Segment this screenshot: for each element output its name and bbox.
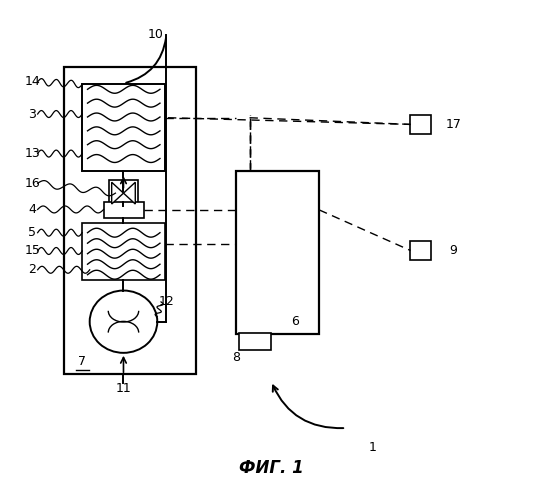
Text: 12: 12	[158, 296, 175, 308]
Text: 9: 9	[449, 244, 457, 257]
Bar	[82, 223, 165, 280]
Bar	[410, 241, 431, 260]
Text: 8: 8	[232, 352, 240, 364]
Text: 17: 17	[446, 118, 461, 131]
Text: 16: 16	[24, 177, 40, 190]
Polygon shape	[112, 182, 124, 204]
Bar	[82, 84, 165, 171]
Text: 3: 3	[28, 108, 36, 120]
Text: ФИГ. 1: ФИГ. 1	[238, 458, 304, 476]
Text: 10: 10	[148, 28, 164, 42]
Text: 13: 13	[24, 147, 40, 160]
Text: 5: 5	[28, 226, 36, 239]
Bar	[410, 115, 431, 134]
Bar	[104, 202, 144, 218]
Bar	[109, 180, 138, 206]
Bar	[64, 67, 196, 374]
Text: 4: 4	[28, 203, 36, 216]
Text: 1: 1	[369, 442, 377, 454]
Text: 15: 15	[24, 244, 40, 258]
Text: 11: 11	[115, 382, 131, 395]
Bar	[239, 333, 271, 350]
Text: 2: 2	[28, 264, 36, 276]
Polygon shape	[124, 182, 136, 204]
Text: 6: 6	[291, 315, 299, 328]
Text: 14: 14	[24, 76, 40, 88]
Text: 7: 7	[78, 355, 86, 368]
Bar	[236, 171, 319, 334]
